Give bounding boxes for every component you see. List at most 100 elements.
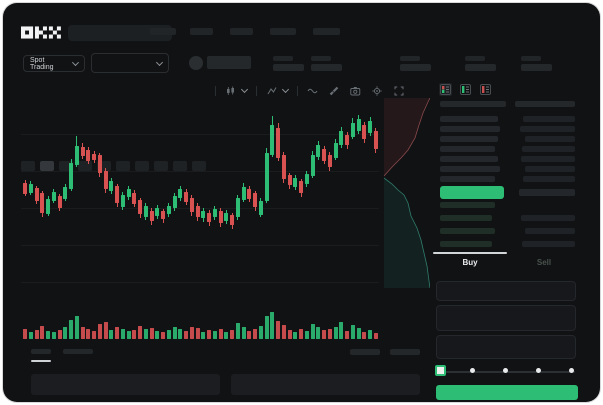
volume-bar (362, 332, 367, 339)
chart-toolbar (3, 79, 423, 171)
order-book-row[interactable] (433, 154, 581, 164)
order-book-both-icon[interactable] (439, 83, 452, 96)
timeframe-button[interactable] (173, 161, 187, 171)
nav-item[interactable] (313, 28, 340, 35)
order-book-row[interactable] (433, 134, 581, 144)
candles-icon[interactable] (224, 85, 237, 97)
tab-sell[interactable]: Sell (536, 258, 552, 267)
timeframe-button[interactable] (40, 161, 54, 171)
candle (327, 155, 332, 167)
timeframe-button[interactable] (59, 161, 73, 171)
volume-bar (293, 332, 298, 339)
bottom-tab[interactable] (31, 349, 51, 354)
volume-bar (276, 321, 280, 339)
order-book-row[interactable] (433, 239, 581, 250)
order-book-asks-icon[interactable] (479, 83, 492, 96)
volume-bar (212, 331, 217, 339)
candlestick-chart[interactable] (21, 103, 379, 299)
order-book-row[interactable] (433, 213, 581, 224)
candle (276, 128, 280, 158)
volume-bar (28, 332, 33, 339)
pair-selector-dropdown[interactable] (91, 53, 169, 73)
volume-bar (264, 316, 269, 339)
timeframe-button[interactable] (154, 161, 168, 171)
order-book-row[interactable] (433, 124, 581, 134)
volume-bar (69, 320, 73, 339)
candle (74, 146, 79, 165)
search-input[interactable] (68, 25, 172, 41)
candle (362, 125, 367, 139)
volume-bar (270, 312, 275, 339)
candle (34, 188, 39, 201)
volume-bar (333, 327, 338, 339)
price-input[interactable] (436, 281, 576, 301)
candle (40, 193, 45, 213)
stat-value-placeholder (273, 64, 304, 71)
nav-item[interactable] (230, 28, 253, 35)
nav-menu (3, 3, 600, 47)
order-book-row[interactable] (433, 164, 581, 174)
volume-chart (21, 294, 379, 339)
nav-item[interactable] (150, 28, 176, 35)
candle (258, 201, 263, 215)
order-book-row[interactable] (433, 144, 581, 154)
volume-bar (155, 331, 160, 339)
bottom-tab[interactable] (63, 349, 93, 354)
gear-icon[interactable] (371, 85, 384, 97)
chevron-down-icon[interactable] (241, 86, 249, 94)
tab-buy[interactable]: Buy (462, 258, 478, 267)
amount-input[interactable] (436, 305, 576, 331)
bid-price-placeholder (440, 241, 492, 247)
nav-item[interactable] (190, 28, 213, 35)
order-book-row[interactable] (433, 200, 581, 211)
last-price-flag[interactable] (440, 186, 504, 199)
order-book-bids-icon[interactable] (459, 83, 472, 96)
bottom-tabs (3, 343, 428, 368)
volume-bar (281, 325, 286, 339)
timeframe-button[interactable] (192, 161, 206, 171)
timeframe-button[interactable] (78, 161, 92, 171)
slider-stop[interactable] (536, 368, 541, 373)
candle (230, 215, 234, 225)
timeframe-button[interactable] (135, 161, 149, 171)
volume-bar (316, 327, 321, 339)
slider-stop[interactable] (503, 368, 508, 373)
order-book-row[interactable] (433, 174, 581, 184)
candle (143, 206, 148, 217)
timeframe-button[interactable] (21, 161, 35, 171)
nav-item[interactable] (270, 28, 296, 35)
ask-amount-placeholder (523, 176, 575, 182)
timeframe-button[interactable] (97, 161, 111, 171)
ask-price-placeholder (440, 156, 498, 162)
slider-handle[interactable] (435, 365, 446, 376)
gridline (21, 245, 379, 246)
ticker-stats (3, 49, 600, 77)
ask-amount-placeholder (525, 136, 575, 142)
buy-button[interactable] (436, 385, 578, 400)
slider-stop[interactable] (569, 368, 574, 373)
camera-icon[interactable] (349, 85, 362, 97)
volume-bar (230, 330, 234, 339)
ask-amount-placeholder (522, 146, 575, 152)
market-type-label: Spot Trading (30, 56, 54, 71)
slider-stop[interactable] (470, 368, 475, 373)
wave-icon[interactable] (306, 85, 319, 97)
market-type-dropdown[interactable]: Spot Trading (23, 55, 85, 72)
chevron-down-icon[interactable] (282, 86, 290, 94)
bottom-action-placeholder[interactable] (390, 349, 420, 355)
bottom-action-placeholder[interactable] (350, 349, 380, 355)
volume-bar (310, 324, 315, 339)
order-book-row[interactable] (433, 114, 581, 124)
ruler-icon[interactable] (328, 85, 341, 97)
timeframe-button[interactable] (116, 161, 130, 171)
expand-icon[interactable] (392, 85, 405, 97)
active-tab-indicator (433, 252, 507, 254)
total-input[interactable] (436, 335, 576, 359)
ticker-stat (465, 49, 499, 77)
candle (241, 187, 246, 200)
line-type-icon[interactable] (265, 85, 278, 97)
ask-price-placeholder (440, 146, 495, 152)
order-book-row[interactable] (433, 226, 581, 237)
volume-bar (235, 323, 240, 339)
volume-bar (247, 331, 252, 339)
